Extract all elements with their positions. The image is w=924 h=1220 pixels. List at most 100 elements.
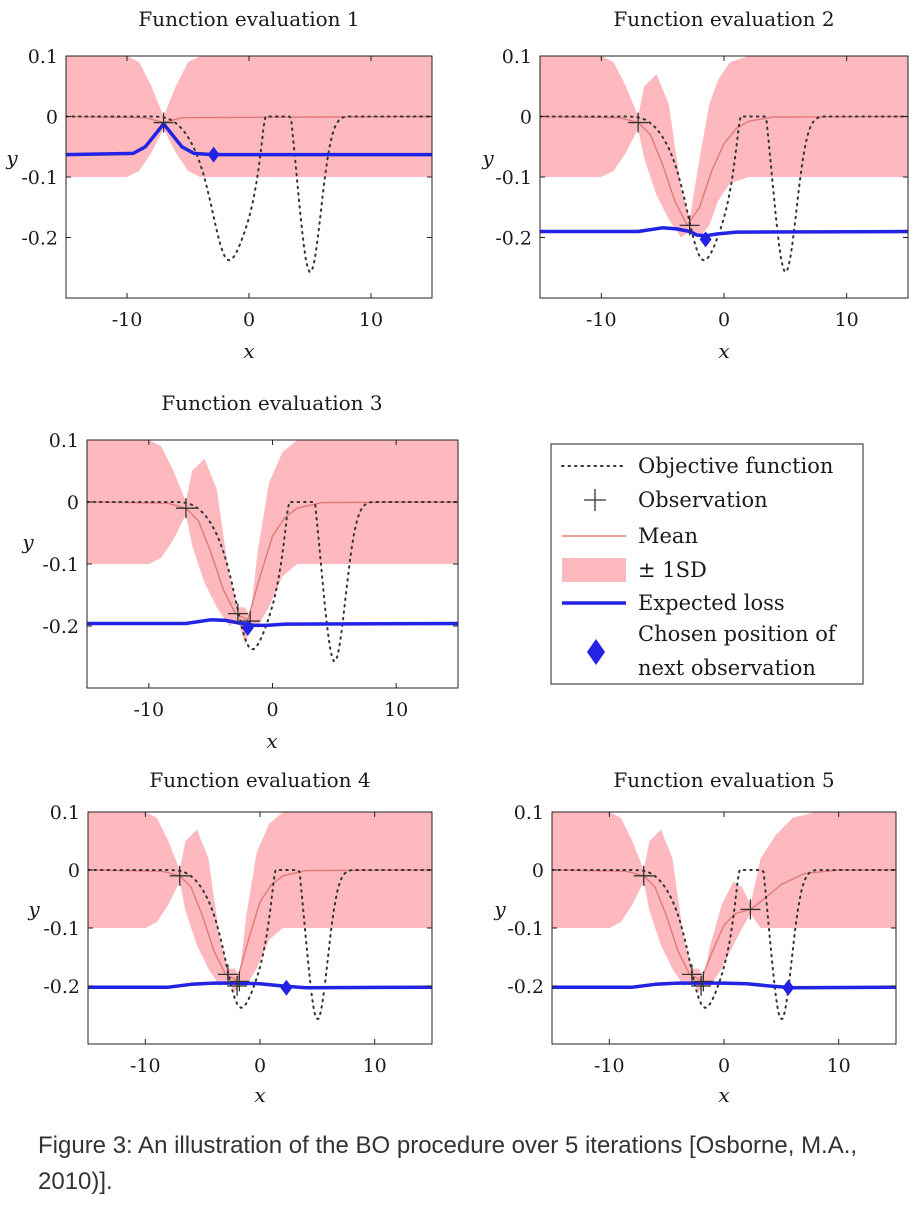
objective-line [87,501,458,663]
mean-line [87,501,458,621]
x-tick-label: -10 [130,1055,161,1077]
legend-chosen-swatch [587,639,605,665]
expected-loss-line [66,122,432,157]
x-axis-label: x [718,339,729,363]
y-tick-label: 0 [532,860,544,882]
observation-marker [229,971,250,992]
legend-sd-label: ± 1SD [638,558,707,582]
y-tick-label: 0.1 [49,430,79,452]
y-axis-label: y [481,146,494,170]
y-tick-label: -0.2 [21,228,58,250]
x-tick-label: 0 [254,1055,266,1077]
chosen-position-marker [280,979,293,996]
x-axis-label: x [718,1083,729,1107]
chart-panel-4: Function evaluation 4 -10 0 10 0.1 0 -0.1 -0.2… [27,768,433,1107]
sd-band [540,56,908,238]
sd-band [66,56,432,177]
x-tick-label: -10 [586,309,617,331]
chosen-position-marker [699,231,712,248]
chosen-position-marker [241,619,254,636]
chart-title: Function evaluation 4 [149,768,370,792]
x-tick-label: 0 [243,309,255,331]
expected-loss-line [87,618,458,628]
chosen-position-marker [782,979,795,996]
expected-loss-line [540,226,908,238]
chart-title: Function evaluation 2 [613,7,834,31]
objective-line [552,869,896,1020]
y-axis-label: y [493,897,506,921]
x-tick-label: 0 [718,1055,730,1077]
legend-objective-label: Objective function [638,454,833,478]
mean-line [552,869,896,982]
observation-marker [227,603,248,624]
figure: Function evaluation 1 -10 0 10 0.1 0 -0.1 -0.2… [5,7,909,1107]
observation-marker [227,976,248,996]
mean-line [540,115,908,227]
legend-mean-label: Mean [638,524,698,548]
y-tick-label: -0.1 [495,167,532,189]
x-axis-label: x [243,339,254,363]
y-tick-label: -0.2 [495,228,532,250]
y-tick-label: -0.1 [43,918,80,940]
x-tick-label: 0 [266,699,278,721]
x-axis-label: x [254,1083,265,1107]
x-axis-label: x [266,729,277,753]
chart-panel-5: Function evaluation 5 -10 0 10 0.1 0 -0.1 -0.2… [493,768,897,1107]
x-tick-label: -10 [594,1055,625,1077]
x-tick-label: -10 [112,309,143,331]
objective-line [66,115,432,273]
legend-chosen-label-line1: Chosen position of [638,622,838,646]
observation-marker [217,964,238,985]
y-axis-label: y [5,146,18,170]
y-tick-label: 0 [67,492,79,514]
y-axis-label: y [27,897,40,921]
chart-panel-2: Function evaluation 2 -10 0 10 0.1 0 -0.1 -0.2… [481,7,909,363]
sd-band [552,812,896,992]
observation-marker [681,964,702,985]
x-tick-label: 10 [827,1055,851,1077]
chart-title: Function evaluation 3 [161,391,382,415]
y-tick-label: 0.1 [50,802,80,824]
legend-observation-swatch [584,489,606,511]
y-tick-label: -0.2 [43,976,80,998]
observation-marker [175,498,196,519]
observation-marker [628,112,649,133]
chart-panel-3: Function evaluation 3 -10 0 10 0.1 0 -0.1 -0.2… [21,391,459,753]
x-tick-label: 10 [384,699,408,721]
y-tick-label: -0.1 [507,918,544,940]
observation-marker [633,865,654,886]
y-tick-label: 0 [68,860,80,882]
y-tick-label: 0.1 [28,46,58,68]
y-tick-label: -0.2 [42,616,79,638]
expected-loss-line [88,981,432,990]
sd-band [87,440,458,645]
legend: Objective function Observation Mean ± 1S… [550,443,864,685]
observation-marker [169,865,190,886]
observation-marker [740,899,761,920]
expected-loss-line [552,981,896,990]
y-tick-label: 0.1 [502,46,532,68]
chart-title: Function evaluation 1 [138,7,359,31]
x-tick-label: 0 [718,309,730,331]
x-tick-label: 10 [835,309,859,331]
y-tick-label: 0 [520,107,532,129]
objective-line [88,869,432,1020]
mean-line [88,869,432,982]
chart-panel-1: Function evaluation 1 -10 0 10 0.1 0 -0.1 -0.2… [5,7,433,363]
y-tick-label: -0.1 [42,554,79,576]
observation-marker [691,976,712,996]
legend-sd-swatch [562,558,626,582]
y-tick-label: 0.1 [514,802,544,824]
x-tick-label: -10 [134,699,165,721]
chart-title: Function evaluation 5 [613,768,834,792]
legend-chosen-label-line2: next observation [638,656,816,680]
observation-marker [693,971,714,992]
x-tick-label: 10 [359,309,383,331]
chosen-position-marker [207,146,220,163]
y-tick-label: -0.2 [507,976,544,998]
y-axis-label: y [21,530,34,554]
legend-expected-loss-label: Expected loss [638,591,785,615]
y-tick-label: -0.1 [21,167,58,189]
figure-caption: Figure 3: An illustration of the BO proc… [38,1132,858,1195]
legend-observation-label: Observation [638,488,768,512]
